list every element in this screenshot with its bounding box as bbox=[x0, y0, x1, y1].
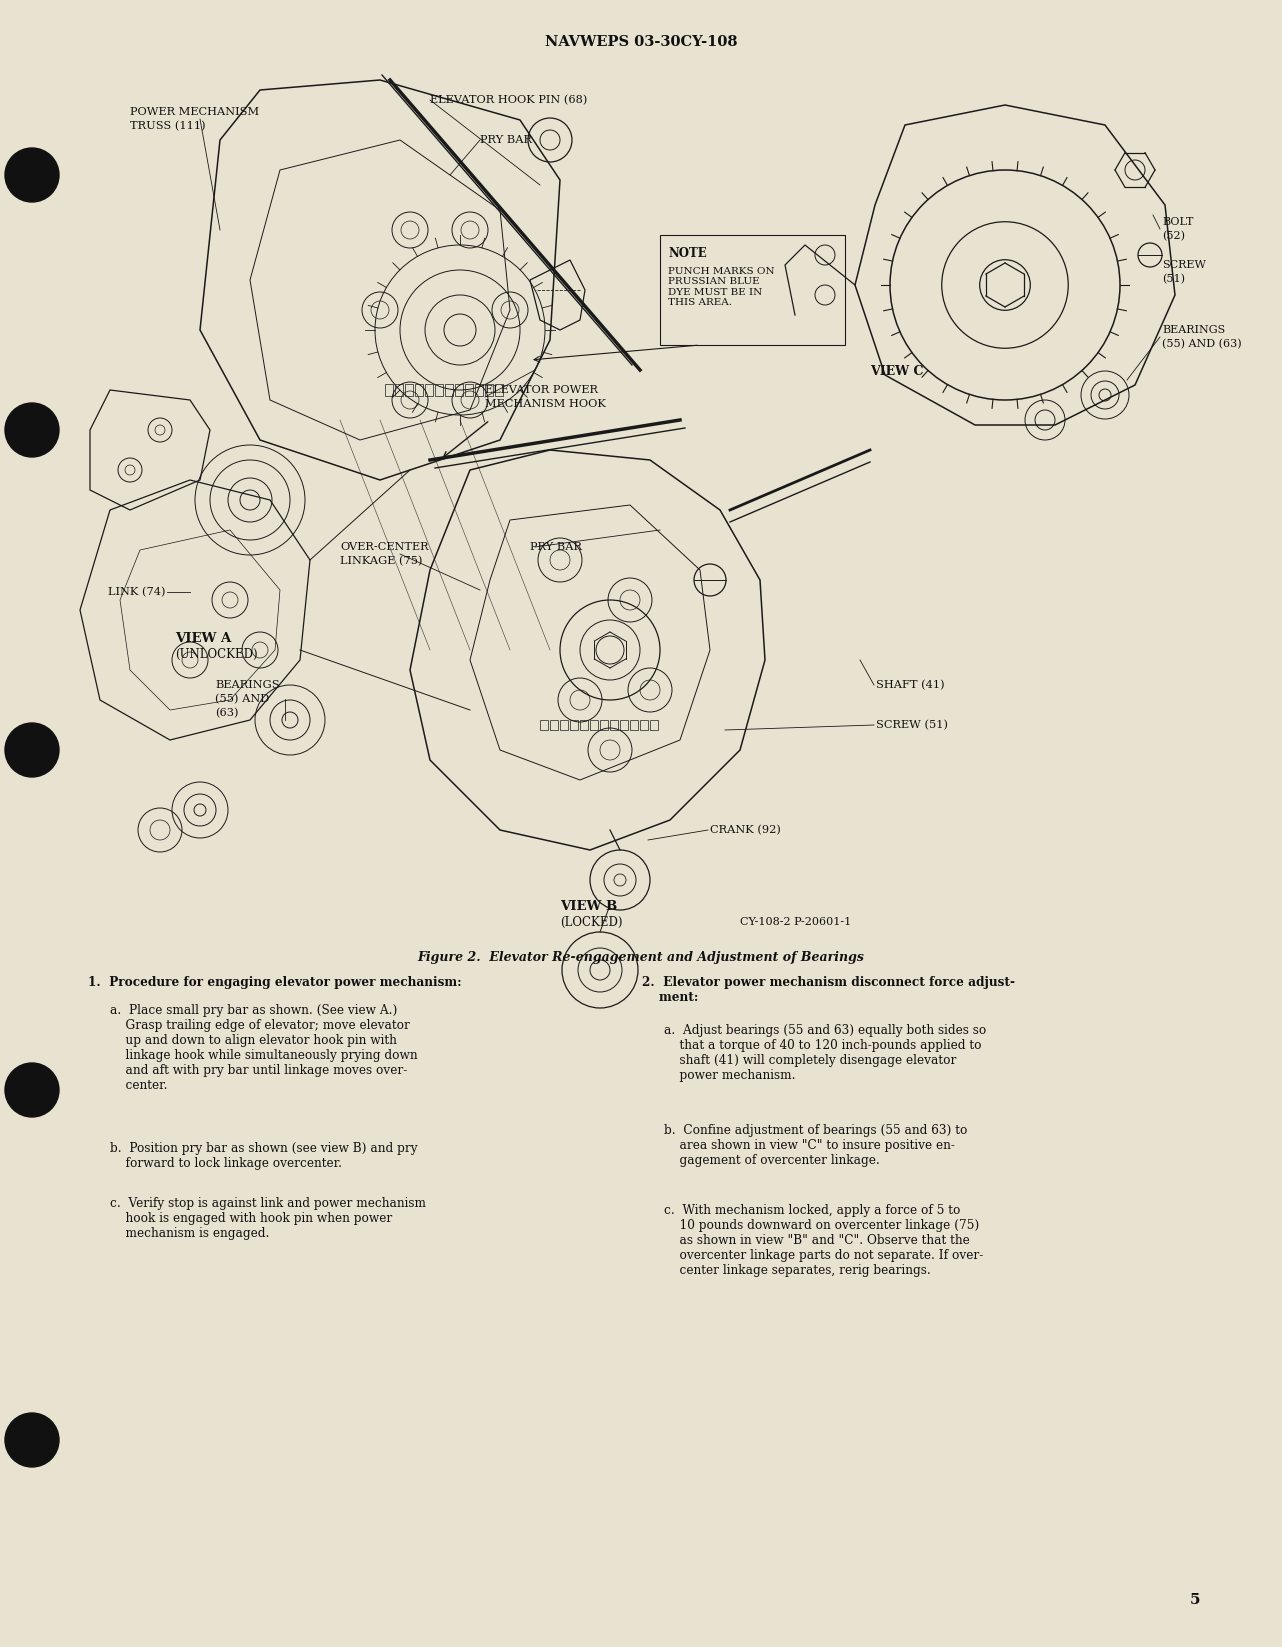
Text: a.  Place small pry bar as shown. (See view A.)
    Grasp trailing edge of eleva: a. Place small pry bar as shown. (See vi… bbox=[110, 1005, 418, 1092]
Bar bbox=[579, 720, 588, 730]
Text: VIEW C: VIEW C bbox=[870, 366, 923, 379]
Bar bbox=[540, 720, 547, 730]
Bar bbox=[600, 720, 608, 730]
Text: c.  Verify stop is against link and power mechanism
    hook is engaged with hoo: c. Verify stop is against link and power… bbox=[110, 1197, 426, 1240]
Text: 2.  Elevator power mechanism disconnect force adjust-
    ment:: 2. Elevator power mechanism disconnect f… bbox=[642, 977, 1015, 1005]
Text: (52): (52) bbox=[1161, 231, 1185, 240]
Text: MECHANISM HOOK: MECHANISM HOOK bbox=[485, 399, 606, 408]
Text: LINK (74): LINK (74) bbox=[108, 586, 165, 598]
Bar bbox=[395, 384, 403, 395]
Circle shape bbox=[5, 148, 59, 203]
Bar bbox=[385, 384, 394, 395]
Text: NAVWEPS 03-30CY-108: NAVWEPS 03-30CY-108 bbox=[545, 35, 737, 49]
Text: SCREW: SCREW bbox=[1161, 260, 1206, 270]
Text: (55) AND: (55) AND bbox=[215, 693, 269, 705]
Circle shape bbox=[5, 404, 59, 456]
Text: PRY BAR: PRY BAR bbox=[529, 542, 582, 552]
Text: BEARINGS: BEARINGS bbox=[1161, 324, 1226, 334]
Text: b.  Confine adjustment of bearings (55 and 63) to
    area shown in view "C" to : b. Confine adjustment of bearings (55 an… bbox=[664, 1123, 968, 1168]
Text: VIEW B: VIEW B bbox=[560, 899, 617, 912]
Text: (55) AND (63): (55) AND (63) bbox=[1161, 339, 1242, 349]
Bar bbox=[560, 720, 568, 730]
Text: CY-108-2 P-20601-1: CY-108-2 P-20601-1 bbox=[740, 917, 851, 927]
Bar bbox=[445, 384, 453, 395]
Text: (51): (51) bbox=[1161, 273, 1185, 285]
Bar bbox=[495, 384, 503, 395]
Bar bbox=[590, 720, 597, 730]
Bar bbox=[476, 384, 483, 395]
Bar bbox=[650, 720, 658, 730]
Text: POWER MECHANISM: POWER MECHANISM bbox=[129, 107, 259, 117]
Text: SHAFT (41): SHAFT (41) bbox=[876, 680, 945, 690]
Text: 5: 5 bbox=[1190, 1593, 1200, 1607]
Bar bbox=[620, 720, 628, 730]
Text: c.  With mechanism locked, apply a force of 5 to
    10 pounds downward on overc: c. With mechanism locked, apply a force … bbox=[664, 1204, 983, 1276]
Text: NOTE: NOTE bbox=[668, 247, 706, 260]
Text: (63): (63) bbox=[215, 708, 238, 718]
Text: LINKAGE (75): LINKAGE (75) bbox=[340, 555, 423, 567]
Bar bbox=[435, 384, 444, 395]
Circle shape bbox=[5, 723, 59, 777]
Bar bbox=[570, 720, 578, 730]
Bar bbox=[629, 720, 638, 730]
Text: PUNCH MARKS ON
PRUSSIAN BLUE
DYE MUST BE IN
THIS AREA.: PUNCH MARKS ON PRUSSIAN BLUE DYE MUST BE… bbox=[668, 267, 774, 308]
Text: (UNLOCKED): (UNLOCKED) bbox=[176, 647, 258, 660]
Text: a.  Adjust bearings (55 and 63) equally both sides so
    that a torque of 40 to: a. Adjust bearings (55 and 63) equally b… bbox=[664, 1024, 986, 1082]
Circle shape bbox=[5, 1062, 59, 1117]
Text: (LOCKED): (LOCKED) bbox=[560, 916, 623, 929]
Text: CRANK (92): CRANK (92) bbox=[710, 825, 781, 835]
Text: PRY BAR: PRY BAR bbox=[479, 135, 532, 145]
Bar bbox=[426, 384, 433, 395]
Bar bbox=[610, 720, 618, 730]
Text: VIEW A: VIEW A bbox=[176, 631, 231, 644]
Bar bbox=[660, 236, 845, 344]
Text: BEARINGS: BEARINGS bbox=[215, 680, 279, 690]
Text: TRUSS (111): TRUSS (111) bbox=[129, 120, 205, 132]
Text: 1.  Procedure for engaging elevator power mechanism:: 1. Procedure for engaging elevator power… bbox=[88, 977, 462, 988]
Text: Figure 2.  Elevator Re-engagement and Adjustment of Bearings: Figure 2. Elevator Re-engagement and Adj… bbox=[418, 952, 864, 965]
Bar bbox=[405, 384, 413, 395]
Text: SCREW (51): SCREW (51) bbox=[876, 720, 947, 730]
Text: b.  Position pry bar as shown (see view B) and pry
    forward to lock linkage o: b. Position pry bar as shown (see view B… bbox=[110, 1141, 418, 1169]
Text: OVER-CENTER: OVER-CENTER bbox=[340, 542, 428, 552]
Text: ELEVATOR POWER: ELEVATOR POWER bbox=[485, 385, 597, 395]
Bar bbox=[485, 384, 494, 395]
Circle shape bbox=[5, 1413, 59, 1467]
Bar bbox=[415, 384, 423, 395]
Bar bbox=[455, 384, 463, 395]
Bar bbox=[465, 384, 473, 395]
Bar bbox=[640, 720, 647, 730]
Text: ELEVATOR HOOK PIN (68): ELEVATOR HOOK PIN (68) bbox=[429, 96, 587, 105]
Bar bbox=[550, 720, 558, 730]
Text: BOLT: BOLT bbox=[1161, 217, 1194, 227]
